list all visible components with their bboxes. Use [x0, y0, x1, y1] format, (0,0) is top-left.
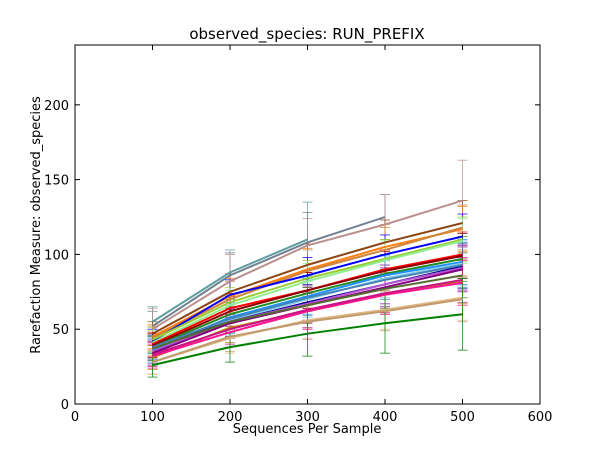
series-line — [152, 238, 463, 341]
y-tick-label: 150 — [44, 174, 69, 189]
series-line — [152, 239, 463, 344]
x-axis-label: Sequences Per Sample — [233, 422, 382, 437]
series-line — [152, 313, 463, 367]
series-line — [152, 254, 463, 347]
axis-ticks: 0 100 200 300 400 500 600 0 50 100 150 200 — [44, 45, 552, 425]
series-line — [152, 263, 463, 349]
x-tick-label: 500 — [450, 410, 475, 425]
x-tick-label: 0 — [71, 410, 79, 425]
y-tick-label: 100 — [44, 248, 69, 263]
series-line — [152, 222, 463, 335]
series-line — [152, 226, 463, 340]
y-tick-label: 200 — [44, 99, 69, 114]
x-tick-label: 100 — [140, 410, 165, 425]
x-tick-label: 300 — [295, 410, 320, 425]
series-line — [152, 278, 463, 356]
series-line — [152, 274, 463, 350]
series-line — [151, 235, 463, 343]
series-line — [152, 298, 463, 364]
y-axis-label: Rarefaction Measure: observed_species — [29, 96, 44, 354]
series-line — [152, 257, 463, 349]
series-line — [151, 216, 386, 328]
y-tick-label: 0 — [61, 398, 69, 413]
plot-area — [147, 159, 468, 378]
chart-title: observed_species: RUN_PREFIX — [189, 25, 424, 44]
x-tick-label: 600 — [528, 410, 553, 425]
series-line — [151, 238, 308, 323]
series-line — [151, 199, 463, 331]
x-tick-label: 200 — [218, 410, 243, 425]
y-tick-label: 50 — [52, 323, 69, 338]
series-line — [152, 281, 463, 358]
x-tick-label: 400 — [373, 410, 398, 425]
